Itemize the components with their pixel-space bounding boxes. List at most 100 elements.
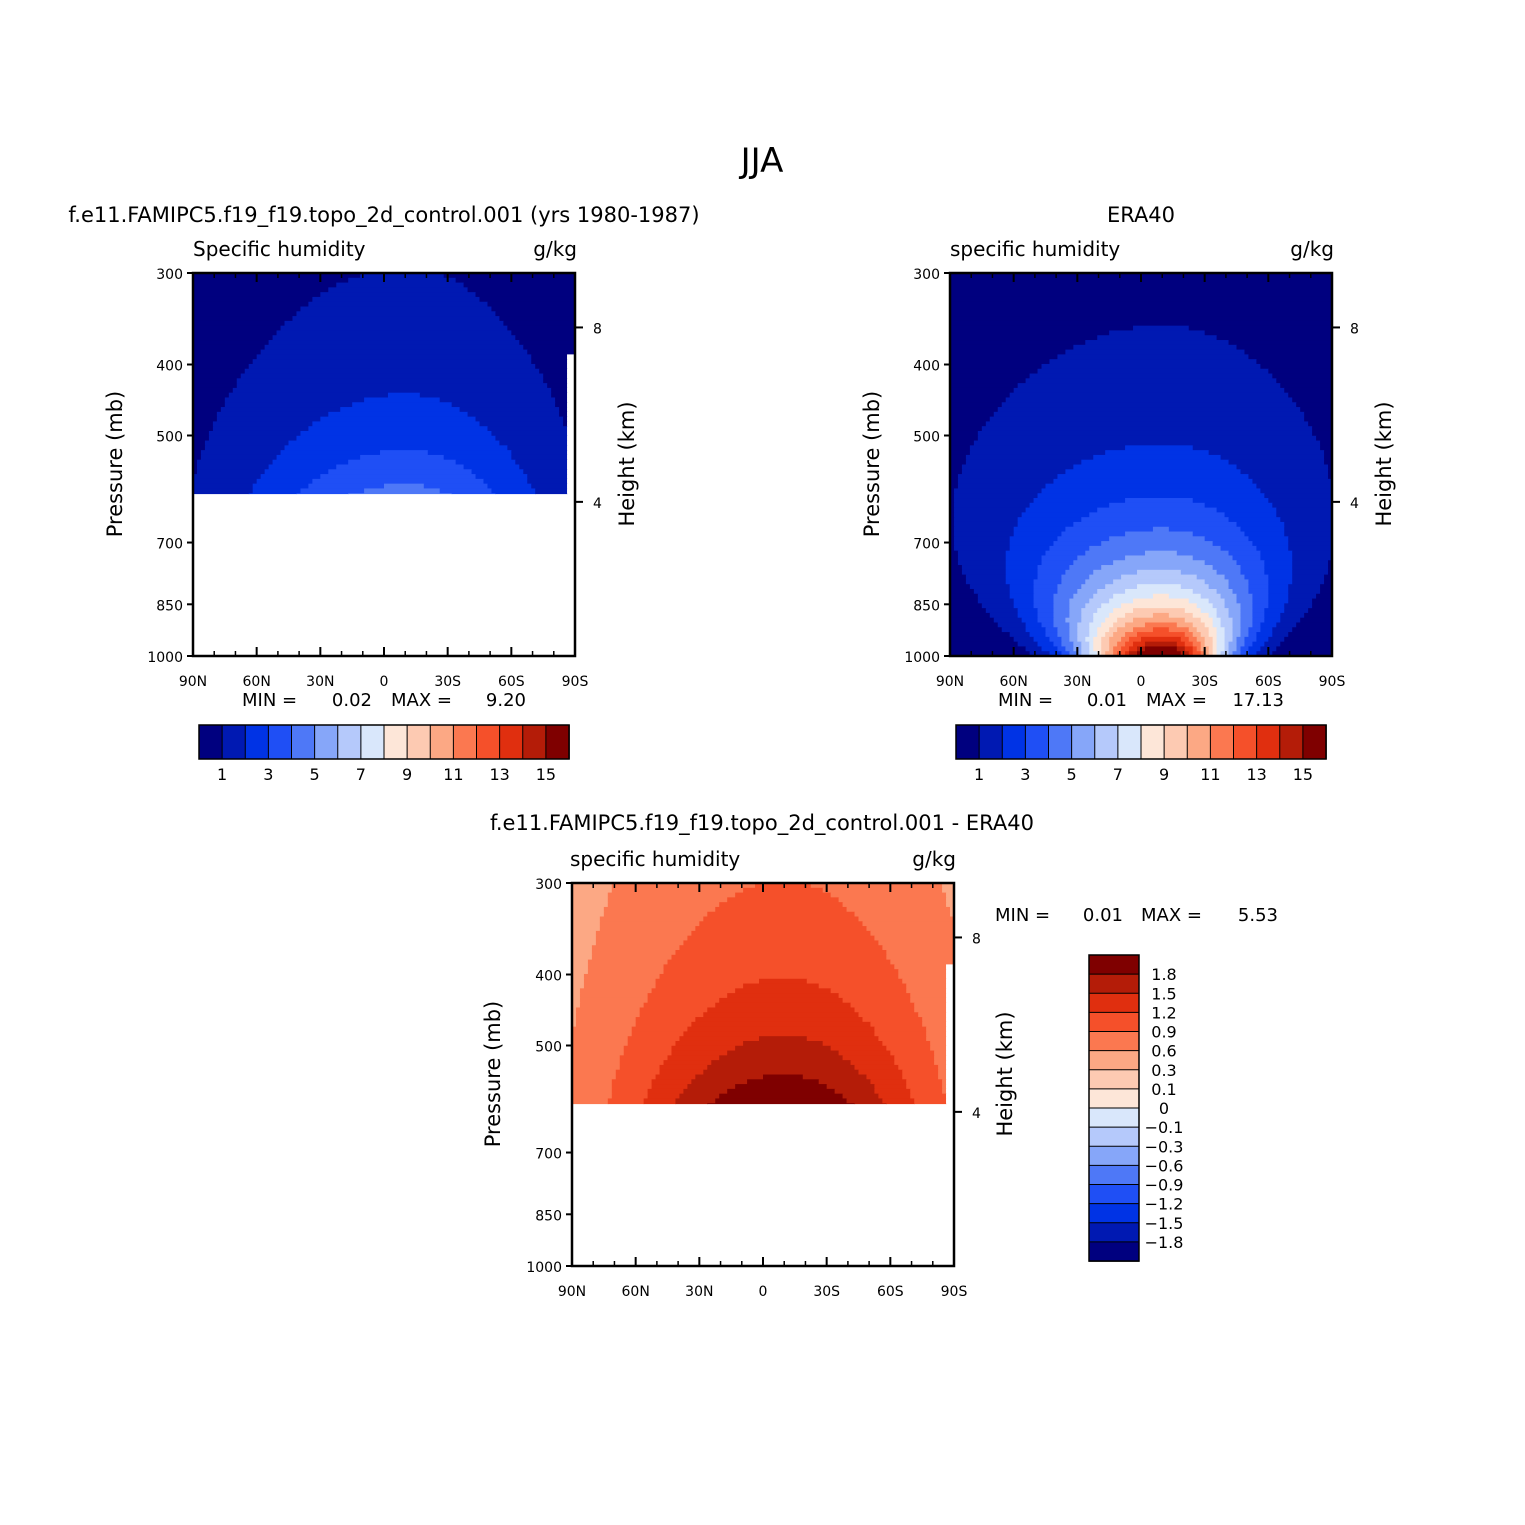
contour-cell <box>611 1093 649 1100</box>
colorbar-swatch <box>1233 724 1258 760</box>
contour-cell <box>1252 617 1265 624</box>
colorbar-label: 1.8 <box>1151 965 1176 984</box>
contour-cell <box>1077 632 1090 638</box>
contour-cell <box>1129 646 1138 652</box>
contour-cell <box>459 407 560 413</box>
contour-cell <box>507 445 568 451</box>
contour-cell <box>643 1103 677 1105</box>
contour-cell <box>1184 641 1194 648</box>
contour-cell <box>1089 622 1102 628</box>
panel-model-ylabel: Pressure (mb) <box>103 391 127 538</box>
contour-cell <box>208 435 298 442</box>
contour-cell <box>1037 368 1269 375</box>
contour-cell <box>419 392 552 399</box>
contour-cell <box>1288 545 1332 552</box>
contour-cell <box>950 397 1007 403</box>
contour-cell <box>950 574 967 580</box>
colorbar-swatch <box>1302 724 1327 760</box>
contour-cell <box>1089 545 1222 552</box>
contour-cell <box>1224 636 1234 643</box>
contour-cell <box>743 887 824 894</box>
contour-cell <box>715 1098 848 1104</box>
contour-cell <box>615 1074 657 1080</box>
contour-cell <box>818 983 907 989</box>
colorbar-swatch <box>978 724 1004 760</box>
contour-cell <box>1037 493 1265 499</box>
contour-cell <box>950 411 995 418</box>
x-tick-label: 90N <box>936 674 964 690</box>
contour-cell <box>1272 627 1293 633</box>
contour-cell <box>1240 646 1250 652</box>
contour-cell <box>1216 507 1277 513</box>
contour-cell <box>1228 608 1242 614</box>
contour-cell <box>572 1103 609 1105</box>
contour-cell <box>563 416 568 423</box>
contour-cell <box>1268 598 1289 604</box>
contour-cell <box>427 450 512 456</box>
contour-cell <box>1097 335 1218 341</box>
contour-cell <box>1188 627 1198 633</box>
contour-cell <box>193 478 258 485</box>
contour-cell <box>1069 598 1090 604</box>
contour-cell <box>1192 588 1218 595</box>
contour-cell <box>735 988 832 994</box>
contour-cell <box>511 450 568 456</box>
contour-cell <box>1125 498 1194 504</box>
contour-cell <box>1057 474 1250 480</box>
contour-cell <box>1033 588 1059 595</box>
contour-cell <box>703 1012 860 1018</box>
contour-cell <box>719 997 844 1004</box>
colorbar-frame <box>955 724 1327 760</box>
contour-cell <box>572 930 597 937</box>
contour-cell <box>934 1055 947 1061</box>
colorbar-swatch <box>267 724 293 760</box>
contour-cell <box>1192 641 1202 648</box>
contour-cell <box>878 1093 911 1100</box>
contour-cell <box>607 892 736 898</box>
contour-cell <box>953 545 1011 552</box>
contour-cell <box>463 282 575 288</box>
contour-cell <box>575 1017 637 1023</box>
contour-cell <box>965 459 1082 466</box>
contour-cell <box>950 555 959 561</box>
contour-cell <box>950 536 955 542</box>
contour-cell <box>1308 608 1332 614</box>
contour-cell <box>572 983 585 989</box>
contour-cell <box>539 368 568 375</box>
contour-cell <box>1009 536 1059 542</box>
contour-cell <box>236 378 544 384</box>
y2-tick-label: 4 <box>593 496 602 512</box>
contour-cell <box>567 373 575 379</box>
contour-cell <box>572 1060 621 1066</box>
contour-cell <box>455 459 516 466</box>
contour-cell <box>1264 617 1281 624</box>
contour-cell <box>950 598 979 604</box>
contour-cell <box>830 1045 887 1052</box>
contour-cell <box>1260 488 1332 494</box>
contour-cell <box>193 277 349 284</box>
contour-cell <box>1113 646 1122 652</box>
contour-cell <box>1121 603 1198 609</box>
contour-cell <box>973 440 1321 446</box>
contour-cell <box>312 421 481 427</box>
contour-cell <box>946 1103 954 1105</box>
contour-cell <box>1288 593 1317 600</box>
contour-cell <box>1292 560 1329 566</box>
contour-cell <box>950 617 995 624</box>
contour-cell <box>1037 641 1055 648</box>
contour-cell <box>439 488 493 494</box>
colorbar-label: −0.1 <box>1145 1118 1184 1137</box>
contour-cell <box>1188 325 1332 332</box>
y-tick-label: 1000 <box>904 650 940 666</box>
contour-cell <box>1113 622 1126 628</box>
contour-cell <box>1077 651 1082 656</box>
contour-cell <box>1200 617 1214 624</box>
contour-cell <box>455 277 575 284</box>
contour-cell <box>683 1031 876 1037</box>
contour-cell <box>511 454 568 461</box>
contour-cell <box>965 579 1007 585</box>
contour-cell <box>567 440 575 446</box>
panel-model-min-label: MIN = <box>242 690 297 711</box>
contour-cell <box>1280 641 1332 648</box>
contour-cell <box>1013 598 1035 604</box>
